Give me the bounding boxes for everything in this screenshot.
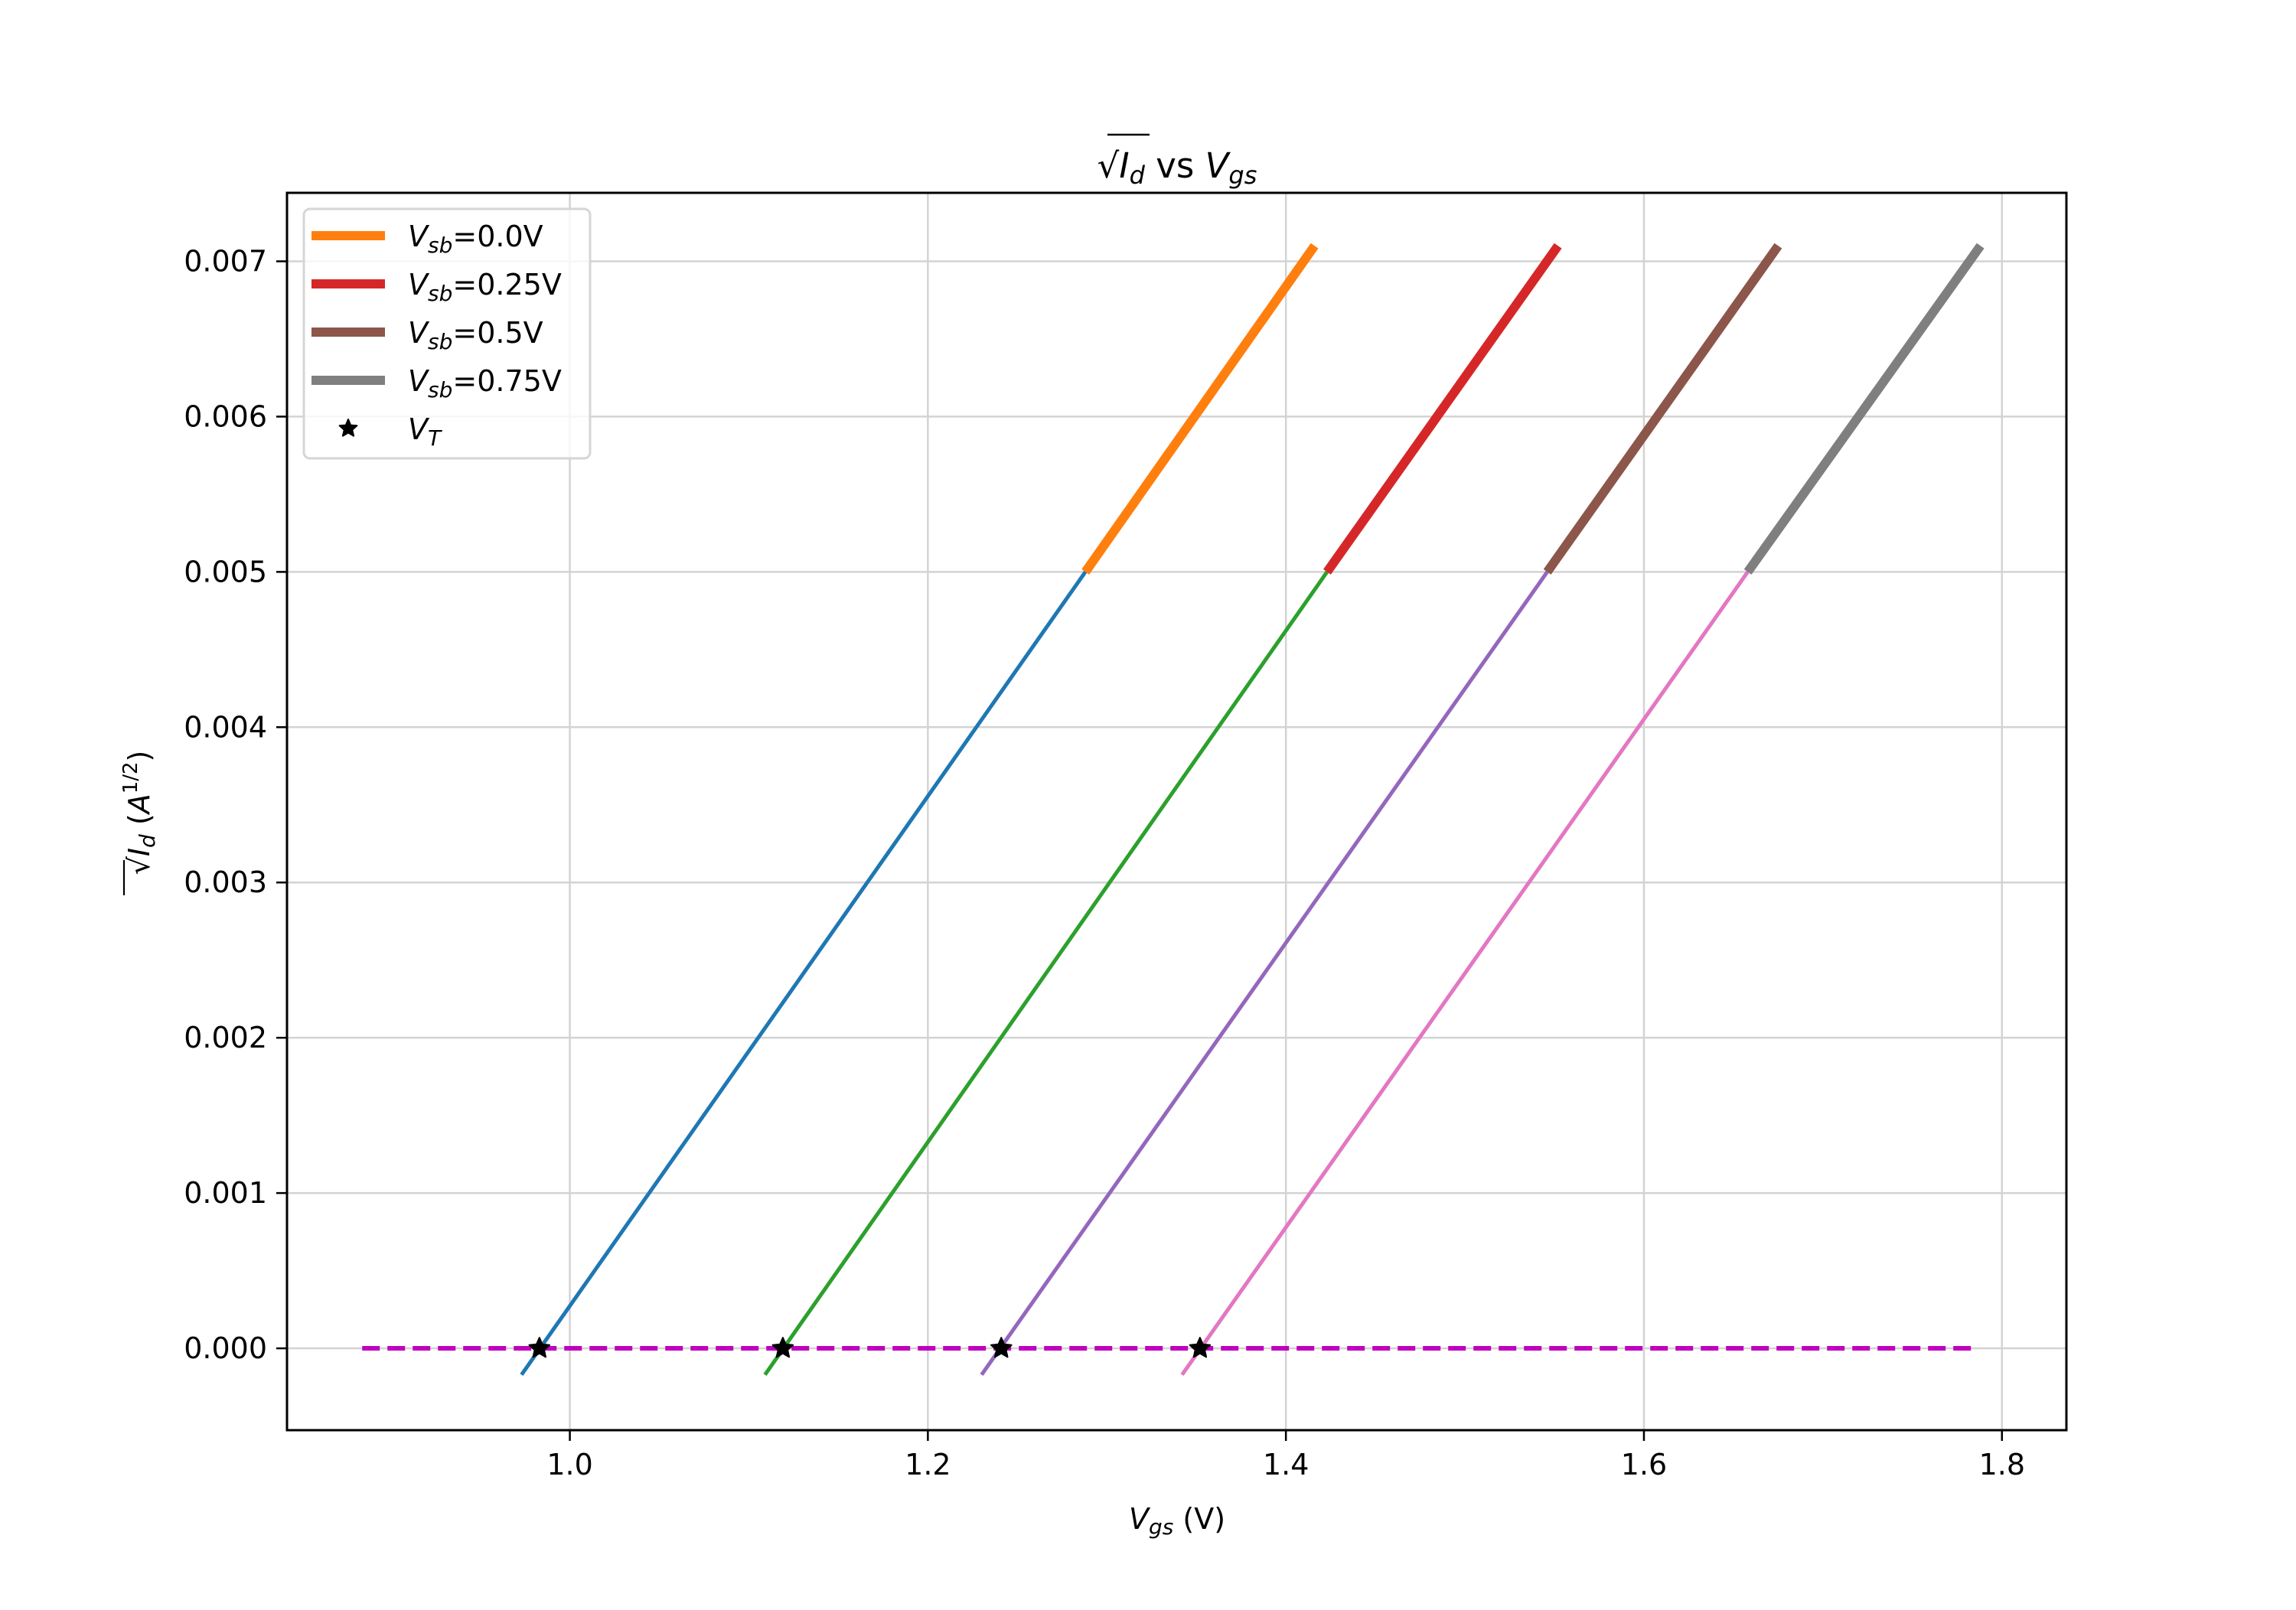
legend-entry: Vsb=0.5V xyxy=(311,316,543,354)
y-tick-label: 0.005 xyxy=(184,555,267,588)
x-label-var: V xyxy=(1129,1502,1151,1536)
y-tick-label: 0.001 xyxy=(184,1176,267,1210)
y-tick-label: 0.000 xyxy=(184,1331,267,1365)
x-tick-label: 1.2 xyxy=(905,1448,951,1481)
series-line xyxy=(1081,243,1319,575)
y-tick-label: 0.003 xyxy=(184,865,267,899)
x-label-sub: gs xyxy=(1149,1514,1173,1540)
y-label-paren-open: ( xyxy=(122,813,156,834)
title-vgs-var: V xyxy=(1205,145,1231,186)
x-tick-label: 1.6 xyxy=(1621,1448,1667,1481)
chart-title: √Id vs Vgs xyxy=(1097,133,1257,190)
x-tick-label: 1.0 xyxy=(546,1448,592,1481)
y-axis-ticks: 0.000 0.001 0.002 0.003 0.004 0.005 0.006 0.007 xyxy=(184,244,287,1365)
y-label-sub: d xyxy=(135,834,160,848)
title-id-sub: d xyxy=(1130,161,1146,190)
legend-label: Vsb=0.25V xyxy=(408,268,562,306)
y-label-sqrt-symbol: √ xyxy=(122,856,156,875)
y-tick-label: 0.004 xyxy=(184,710,267,744)
y-tick-label: 0.007 xyxy=(184,244,267,278)
star-marker-icon xyxy=(1189,1337,1212,1358)
y-label-var: I xyxy=(122,848,156,856)
series-line xyxy=(1543,243,1782,575)
star-marker-icon xyxy=(990,1337,1013,1358)
series-line xyxy=(763,570,1329,1376)
series-line xyxy=(1180,570,1750,1376)
star-marker-icon xyxy=(771,1337,794,1358)
legend-label: Vsb=0.5V xyxy=(408,316,543,354)
legend-entry: Vsb=0.25V xyxy=(311,268,562,306)
y-label-paren-close: ) xyxy=(122,751,156,762)
axes-frame xyxy=(285,191,2068,1432)
legend-entry: Vsb=0.75V xyxy=(311,364,562,402)
svg-text:√Id vs Vgs: √Id vs Vgs xyxy=(1097,145,1257,190)
title-id-var: I xyxy=(1119,145,1129,186)
data-series xyxy=(362,243,1985,1376)
y-label-unit-exp: 1/2 xyxy=(119,761,142,794)
threshold-markers xyxy=(528,1337,1212,1358)
y-axis-label: √Id (A1/2) xyxy=(119,751,160,895)
star-marker-icon xyxy=(528,1337,551,1358)
x-label-unit: (V) xyxy=(1173,1502,1225,1536)
x-axis-ticks: 1.0 1.2 1.4 1.6 1.8 xyxy=(546,1430,2025,1481)
legend-label: VT xyxy=(408,412,442,451)
series-line xyxy=(1743,243,1985,575)
legend: Vsb=0.0V Vsb=0.25V Vsb=0.5V Vsb=0.75V VT xyxy=(302,207,592,460)
legend-entry: VT xyxy=(338,412,442,451)
svg-text:√Id (A1/2): √Id (A1/2) xyxy=(119,751,160,875)
legend-frame xyxy=(302,207,592,460)
star-icon xyxy=(338,419,358,437)
axes-spines xyxy=(285,191,2068,1432)
y-label-unit-base: A xyxy=(122,794,156,816)
legend-label: Vsb=0.75V xyxy=(408,364,562,402)
series-line xyxy=(520,570,1088,1376)
x-axis-label: Vgs (V) xyxy=(1129,1502,1225,1540)
title-vgs-sub: gs xyxy=(1228,161,1257,190)
y-tick-label: 0.002 xyxy=(184,1021,267,1054)
series-line xyxy=(980,570,1549,1376)
y-tick-label: 0.006 xyxy=(184,399,267,433)
legend-label: Vsb=0.0V xyxy=(408,220,543,258)
legend-entry: Vsb=0.0V xyxy=(311,220,543,258)
x-tick-label: 1.4 xyxy=(1263,1448,1309,1481)
title-middle: vs xyxy=(1145,145,1205,186)
x-tick-label: 1.8 xyxy=(1979,1448,2025,1481)
series-line xyxy=(1323,243,1562,575)
title-sqrt-symbol: √ xyxy=(1097,145,1120,186)
